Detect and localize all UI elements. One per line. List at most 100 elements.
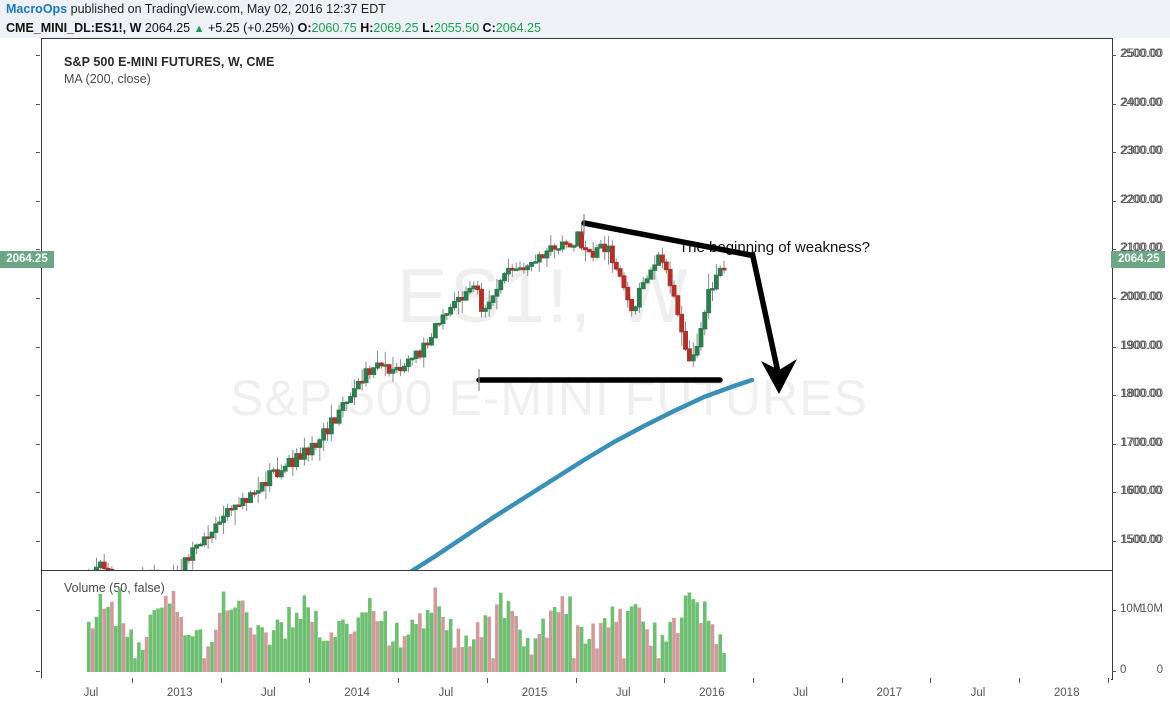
volume-bar — [599, 622, 603, 672]
volume-bar — [337, 620, 341, 672]
volume-bar — [672, 617, 676, 672]
time-tick-mark — [841, 678, 843, 683]
candle-body — [563, 241, 569, 245]
volume-bar — [464, 635, 468, 672]
volume-bar — [668, 621, 672, 672]
candle-body — [398, 366, 404, 372]
candle-body — [471, 285, 477, 290]
candle-body — [197, 543, 203, 547]
time-tick-mark — [664, 678, 666, 683]
candle-body — [313, 442, 319, 448]
volume-tick-mark — [36, 610, 40, 611]
volume-pane[interactable]: Volume (50, false) — [41, 570, 1113, 680]
candle-body — [355, 380, 361, 390]
candle-body — [255, 490, 261, 494]
time-axis[interactable]: Jul 2013 Jul 2014 Jul 2015 Jul 2016 Jul 2017 Jul 20… — [41, 678, 1111, 707]
candle-body — [479, 288, 484, 312]
candle-body — [405, 358, 411, 368]
volume-bar — [364, 612, 368, 672]
time-tick-label: Jul — [793, 687, 808, 699]
volume-bar — [129, 629, 133, 672]
candle-body — [371, 367, 377, 376]
candle-body — [190, 547, 196, 561]
price-tick-right: 1900.00 — [1120, 339, 1162, 352]
volume-bar — [695, 602, 699, 672]
candle-body — [529, 261, 534, 267]
candle-body — [290, 457, 296, 468]
candle-body — [586, 248, 592, 253]
candle-body — [248, 492, 253, 503]
volume-bar — [406, 634, 411, 672]
ma-200-line — [409, 377, 755, 570]
candle-body — [505, 267, 511, 275]
candle-body — [621, 275, 627, 289]
volume-bar — [137, 642, 141, 672]
volume-bar — [302, 595, 307, 672]
low-value: 2055.50 — [433, 21, 480, 35]
volume-bar — [541, 618, 545, 672]
candle-body — [482, 307, 488, 312]
candle-body — [609, 245, 615, 264]
candle-body — [710, 288, 715, 291]
price-pane[interactable]: S&P 500 E-MINI FUTURES, W, CME MA (200, … — [41, 38, 1113, 570]
candle-body — [390, 368, 396, 374]
ma-indicator-label[interactable]: MA (200, close) — [64, 72, 151, 86]
candle-body — [660, 254, 665, 263]
volume-bar — [306, 607, 311, 672]
candle-body — [698, 328, 704, 348]
candle-body — [417, 350, 423, 358]
author-link[interactable]: MacroOps — [6, 2, 68, 16]
candle-body — [656, 254, 662, 266]
last-price: 2064.25 — [144, 21, 191, 35]
candle-body — [594, 247, 600, 258]
price-tick-left: 2000.00 — [1121, 291, 1163, 303]
symbol-label[interactable]: CME_MINI_DL:ES1!, W — [6, 21, 142, 35]
volume-bar — [133, 658, 137, 672]
volume-bar — [626, 611, 630, 672]
volume-bar — [348, 633, 353, 672]
candle-body — [336, 409, 342, 424]
breakdown-arrow-shaft[interactable] — [749, 251, 782, 378]
volume-bar — [610, 606, 615, 672]
price-tick-left: 1700.00 — [1121, 436, 1163, 449]
candle-body — [351, 388, 357, 398]
candle-body — [648, 269, 654, 280]
volume-bar — [98, 593, 103, 672]
candle-body — [613, 261, 619, 270]
volume-bar — [429, 612, 434, 672]
price-tick-left: 2500.00 — [1121, 48, 1163, 60]
candle-body — [317, 439, 323, 448]
candle-body — [428, 337, 434, 346]
candle-body — [579, 231, 585, 249]
volume-bar — [414, 624, 418, 672]
volume-indicator-label[interactable]: Volume (50, false) — [64, 581, 165, 595]
volume-bar — [183, 635, 187, 672]
high-value: 2069.25 — [373, 21, 419, 35]
price-tick-right: 1500.00 — [1120, 534, 1162, 546]
candle-body — [702, 311, 708, 330]
volume-bar — [537, 633, 542, 672]
candle-body — [440, 314, 446, 325]
volume-bar — [256, 625, 260, 672]
price-tick-mark — [1112, 395, 1116, 397]
candle-body — [463, 291, 469, 301]
volume-bar — [472, 639, 476, 672]
candle-body — [494, 288, 500, 297]
volume-bar — [456, 628, 461, 672]
candle-body — [363, 368, 369, 383]
downtrend-line[interactable] — [581, 220, 753, 258]
time-tick-mark — [930, 678, 932, 683]
candle-body — [532, 261, 538, 264]
volume-bar — [225, 610, 230, 672]
candle-body — [713, 274, 719, 290]
volume-bar — [491, 658, 495, 672]
candle-body — [367, 368, 373, 376]
candle-body — [683, 331, 688, 350]
candle-body — [213, 523, 219, 533]
candlestick-series — [88, 224, 727, 570]
left-price-gutter[interactable] — [0, 38, 41, 678]
price-tick-mark — [36, 200, 40, 202]
candle-body — [521, 267, 527, 271]
volume-bar — [437, 606, 441, 672]
right-price-gutter[interactable] — [1111, 38, 1170, 678]
